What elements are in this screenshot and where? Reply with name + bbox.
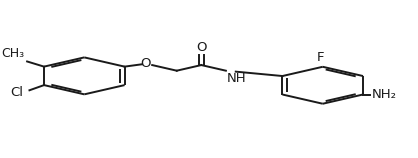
Text: CH₃: CH₃ xyxy=(1,47,24,60)
Text: O: O xyxy=(140,57,150,70)
Text: F: F xyxy=(317,51,324,64)
Text: Cl: Cl xyxy=(10,86,23,99)
Text: NH: NH xyxy=(227,72,246,85)
Text: O: O xyxy=(196,41,206,54)
Text: NH₂: NH₂ xyxy=(372,88,397,101)
